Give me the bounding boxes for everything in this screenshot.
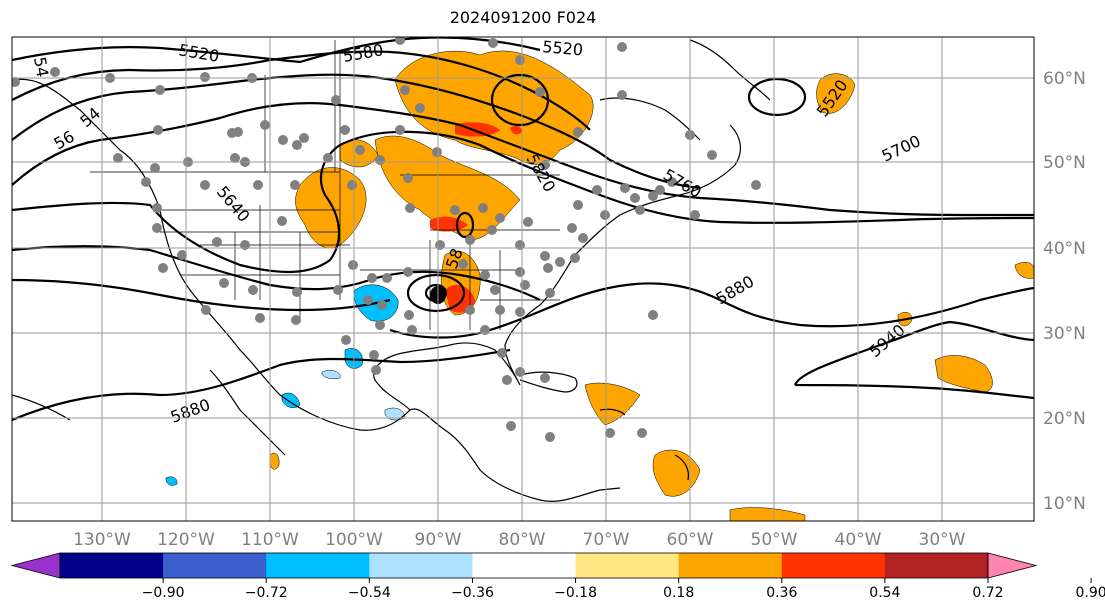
colorbar-segment bbox=[369, 553, 473, 578]
colorbar-segment bbox=[884, 553, 989, 578]
station-dots bbox=[12, 37, 761, 442]
map-title: 2024091200 F024 bbox=[449, 8, 597, 27]
colorbar: −0.90 −0.72 −0.54 −0.36 −0.18 0.18 0.36 0.54 0.7… bbox=[10, 552, 1105, 601]
colorbar-tick-label: −0.36 bbox=[451, 585, 494, 601]
lon-label: 40°W bbox=[835, 530, 882, 550]
colorbar-tick-label: −0.72 bbox=[245, 585, 288, 601]
colorbar-tick-label: 0.18 bbox=[663, 585, 694, 601]
contour-label: 5520 bbox=[542, 37, 584, 59]
colorbar-segment bbox=[472, 553, 577, 578]
lat-label: 20°N bbox=[1043, 409, 1086, 429]
lat-label: 10°N bbox=[1043, 494, 1086, 514]
lon-label: 90°W bbox=[415, 530, 462, 550]
lon-label: 110°W bbox=[241, 530, 299, 550]
lon-label: 80°W bbox=[499, 530, 546, 550]
lat-label: 50°N bbox=[1043, 153, 1086, 173]
colorbar-arrow-low bbox=[10, 552, 61, 579]
lon-label: 130°W bbox=[73, 530, 131, 550]
colorbar-tick-label: 0.54 bbox=[869, 585, 900, 601]
lon-label: 100°W bbox=[325, 530, 383, 550]
colorbar-tick-label: −0.54 bbox=[348, 585, 391, 601]
lon-label: 120°W bbox=[157, 530, 215, 550]
colorbar-segment bbox=[266, 553, 370, 578]
map-panel: 5520 5580 5520 5520 5700 5760 5820 5640 … bbox=[11, 36, 1035, 522]
colorbar-frame bbox=[59, 552, 989, 579]
graticule bbox=[12, 37, 1034, 521]
latitude-labels: 60°N 50°N 40°N 30°N 20°N 10°N bbox=[1043, 69, 1086, 514]
lon-label: 60°W bbox=[667, 530, 714, 550]
colorbar-arrow-high bbox=[987, 552, 1038, 579]
colorbar-segment bbox=[575, 553, 680, 578]
colorbar-tick-label: 0.36 bbox=[766, 585, 797, 601]
lat-label: 30°N bbox=[1043, 324, 1086, 344]
lon-label: 50°W bbox=[751, 530, 798, 550]
lat-label: 40°N bbox=[1043, 239, 1086, 259]
lat-label: 60°N bbox=[1043, 69, 1086, 89]
colorbar-tick-label: −0.18 bbox=[554, 585, 597, 601]
colorbar-segment bbox=[60, 553, 164, 578]
colorbar-segment bbox=[781, 553, 886, 578]
colorbar-segment bbox=[678, 553, 783, 578]
colorbar-tick-label: −0.90 bbox=[142, 585, 185, 601]
lon-label: 30°W bbox=[919, 530, 966, 550]
coastlines bbox=[12, 39, 771, 502]
lon-label: 70°W bbox=[583, 530, 630, 550]
colorbar-segment bbox=[163, 553, 267, 578]
longitude-labels: 130°W 120°W 110°W 100°W 90°W 80°W 70°W 6… bbox=[73, 530, 966, 550]
colorbar-tick-label: 0.72 bbox=[972, 585, 1003, 601]
colorbar-tick-label: 0.90 bbox=[1076, 585, 1105, 601]
contour-label: 54 bbox=[30, 55, 52, 78]
